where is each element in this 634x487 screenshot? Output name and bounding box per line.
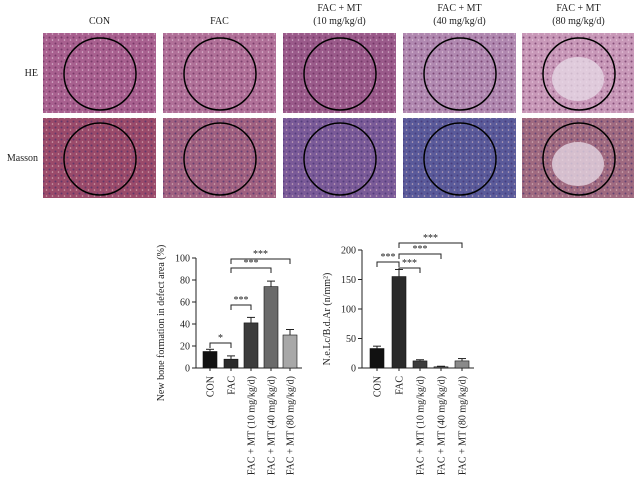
x-tick-label: CON — [206, 376, 217, 397]
significance-label: *** — [413, 244, 428, 255]
significance-bracket — [398, 253, 442, 259]
error-bar — [458, 358, 466, 361]
x-tick-label: FAC + MT (10 mg/kg/d) — [416, 376, 427, 475]
x-tick-label: CON — [373, 376, 384, 397]
x-tick-label: FAC + MT (40 mg/kg/d) — [437, 376, 448, 475]
y-tick-label: 100 — [175, 254, 190, 265]
bar — [243, 322, 259, 369]
y-tick-label: 60 — [180, 298, 190, 309]
column-label: FAC + MT — [437, 3, 481, 14]
column-label: CON — [89, 16, 110, 27]
defect-circle — [303, 122, 377, 196]
x-tick-label: FAC + MT (40 mg/kg/d) — [267, 376, 278, 475]
y-tick-label: 200 — [341, 246, 356, 257]
significance-bracket — [230, 304, 252, 310]
x-tick-label: FAC + MT (80 mg/kg/d) — [286, 376, 297, 475]
y-tick-label: 150 — [341, 275, 356, 286]
defect-circle — [423, 37, 497, 111]
defect-region — [552, 57, 604, 101]
x-tick-label: FAC — [395, 376, 406, 395]
micrograph-texture — [43, 33, 156, 113]
row-label: Masson — [7, 153, 38, 164]
micrograph-texture — [403, 33, 516, 113]
error-bar — [286, 329, 294, 335]
x-tick-label: FAC — [227, 376, 238, 395]
bar — [369, 348, 385, 369]
micrograph-texture — [43, 118, 156, 198]
bar — [263, 286, 279, 369]
x-tick-label: FAC + MT (10 mg/kg/d) — [247, 376, 258, 475]
bar — [454, 360, 470, 369]
bar — [223, 358, 239, 369]
significance-label: *** — [423, 233, 438, 244]
y-tick-label: 0 — [185, 364, 190, 375]
significance-bracket — [230, 267, 272, 273]
y-tick-label: 100 — [341, 305, 356, 316]
bar — [412, 360, 428, 369]
bar — [202, 351, 218, 369]
significance-bracket — [398, 267, 421, 273]
column-label: FAC + MT — [317, 3, 361, 14]
bar — [433, 366, 449, 369]
error-bar — [416, 359, 424, 361]
y-tick-label: 20 — [180, 342, 190, 353]
x-tick-label: FAC + MT (80 mg/kg/d) — [458, 376, 469, 475]
error-bar — [206, 348, 214, 352]
defect-circle — [63, 122, 137, 196]
column-label: (40 mg/kg/d) — [433, 16, 486, 27]
error-bar — [373, 345, 381, 349]
row-label: HE — [25, 68, 38, 79]
micrograph-texture — [403, 118, 516, 198]
y-tick-label: 80 — [180, 276, 190, 287]
defect-circle — [542, 37, 616, 111]
error-bar — [437, 365, 445, 367]
micrograph-texture — [163, 118, 276, 198]
defect-circle — [183, 37, 257, 111]
significance-bracket — [209, 342, 232, 348]
micrograph-texture — [283, 118, 396, 198]
significance-bracket — [376, 261, 400, 267]
defect-region — [552, 142, 604, 186]
y-axis-label: N.e.Lc/B.d.Ar (n/mm²) — [322, 273, 333, 366]
significance-bracket — [398, 242, 463, 248]
defect-circle — [303, 37, 377, 111]
defect-circle — [183, 122, 257, 196]
error-bar — [227, 355, 235, 360]
column-label: FAC — [210, 16, 229, 27]
significance-label: *** — [244, 258, 259, 269]
defect-circle — [63, 37, 137, 111]
column-label: (80 mg/kg/d) — [552, 16, 605, 27]
column-label: FAC + MT — [556, 3, 600, 14]
significance-label: * — [218, 333, 223, 344]
significance-label: *** — [234, 295, 249, 306]
significance-label: *** — [381, 252, 396, 263]
y-tick-label: 50 — [346, 334, 356, 345]
defect-circle — [423, 122, 497, 196]
defect-circle — [542, 122, 616, 196]
bar — [391, 276, 407, 369]
micrograph-texture — [283, 33, 396, 113]
y-axis-label: New bone formation in defect area (%) — [156, 245, 167, 402]
significance-bracket — [230, 258, 291, 264]
y-tick-label: 40 — [180, 320, 190, 331]
significance-label: *** — [402, 258, 417, 269]
column-label: (10 mg/kg/d) — [313, 16, 366, 27]
y-tick-label: 0 — [351, 364, 356, 375]
significance-label: *** — [253, 249, 268, 260]
error-bar — [247, 316, 255, 323]
micrograph-texture — [163, 33, 276, 113]
error-bar — [267, 280, 275, 287]
bar — [282, 334, 298, 369]
